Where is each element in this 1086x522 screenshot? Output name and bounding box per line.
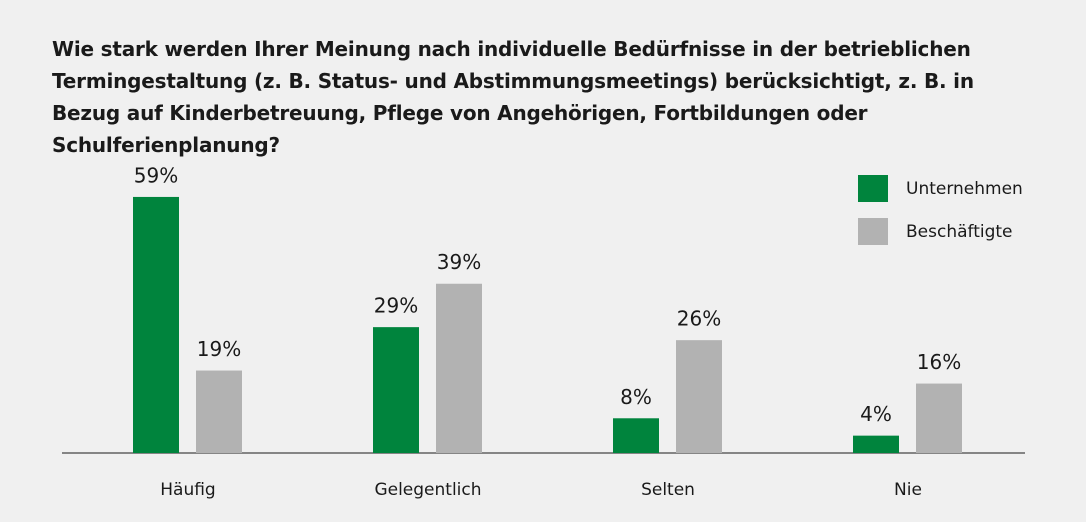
value-label: 8%	[620, 385, 652, 409]
bar	[196, 370, 242, 453]
value-label: 29%	[374, 294, 418, 318]
bar	[373, 327, 419, 453]
value-label: 59%	[134, 163, 178, 187]
x-tick-label: Nie	[894, 480, 922, 500]
legend-label: Beschäftigte	[906, 222, 1013, 242]
value-label: 19%	[197, 337, 241, 361]
value-label: 16%	[917, 350, 961, 374]
x-tick-label: Häufig	[160, 480, 215, 500]
x-tick-label: Selten	[641, 480, 695, 500]
bar	[676, 340, 722, 453]
value-label: 39%	[437, 250, 481, 274]
bar	[613, 418, 659, 453]
bar	[133, 196, 179, 453]
legend-swatch	[858, 218, 888, 245]
bar	[916, 383, 962, 453]
legend-swatch	[858, 175, 888, 202]
bar	[436, 283, 482, 453]
value-label: 4%	[860, 402, 892, 426]
value-label: 26%	[677, 307, 721, 331]
x-tick-label: Gelegentlich	[374, 480, 481, 500]
chart-title: Wie stark werden Ihrer Meinung nach indi…	[52, 37, 974, 157]
bar	[853, 435, 899, 453]
legend-label: Unternehmen	[906, 179, 1023, 199]
